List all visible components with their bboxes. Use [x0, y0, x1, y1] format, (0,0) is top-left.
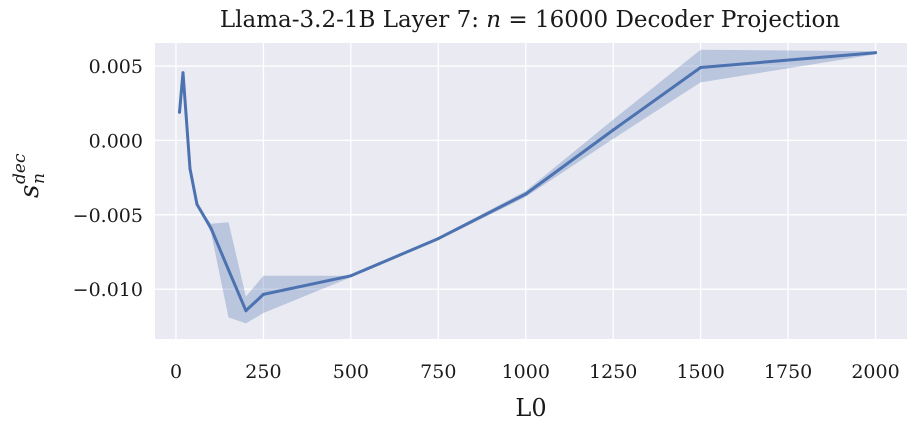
- y-tick-label: −0.005: [73, 205, 143, 227]
- y-label-superscript: dec: [10, 153, 30, 184]
- y-label-subscript: n: [29, 173, 49, 184]
- data-point: [524, 192, 528, 196]
- x-tick-label: 1250: [589, 361, 637, 383]
- y-axis-label: s dec n: [10, 153, 49, 198]
- x-tick-label: 1000: [502, 361, 550, 383]
- data-point: [195, 202, 199, 206]
- data-point: [209, 226, 213, 230]
- grid-lines: [155, 43, 907, 339]
- data-point: [436, 237, 440, 241]
- y-tick-label: 0.005: [89, 56, 143, 78]
- chart-title: Llama-3.2-1B Layer 7: n = 16000 Decoder …: [220, 7, 840, 33]
- x-tick-label: 1750: [764, 361, 812, 383]
- data-point: [261, 292, 265, 296]
- x-tick-label: 1500: [676, 361, 724, 383]
- data-point: [699, 66, 703, 70]
- x-tick-label: 750: [420, 361, 456, 383]
- x-tick-label: 500: [333, 361, 369, 383]
- x-tick-label: 250: [245, 361, 281, 383]
- data-point: [226, 268, 230, 272]
- series-line: [178, 51, 877, 313]
- data-point: [181, 71, 185, 75]
- data-point: [611, 128, 615, 132]
- data-point: [349, 274, 353, 278]
- x-tick-label: 2000: [851, 361, 899, 383]
- data-points: [177, 51, 878, 313]
- y-tick-label: −0.010: [73, 279, 143, 301]
- confidence-band: [179, 49, 876, 324]
- y-label-main: s: [15, 185, 45, 198]
- data-point: [244, 309, 248, 313]
- y-tick-labels: 0.005 0.000 −0.005 −0.010: [73, 56, 143, 301]
- data-point: [874, 51, 878, 55]
- data-point: [188, 167, 192, 171]
- x-tick-labels: 0 250 500 750 1000 1250 1500 1750 2000: [170, 361, 900, 383]
- y-tick-label: 0.000: [89, 130, 143, 152]
- title-prefix: Llama-3.2-1B Layer 7:: [220, 7, 486, 33]
- data-point: [177, 110, 181, 114]
- title-variable: n: [486, 7, 501, 33]
- x-tick-label: 0: [170, 361, 182, 383]
- title-suffix: = 16000 Decoder Projection: [501, 7, 840, 33]
- x-axis-label: L0: [515, 394, 546, 422]
